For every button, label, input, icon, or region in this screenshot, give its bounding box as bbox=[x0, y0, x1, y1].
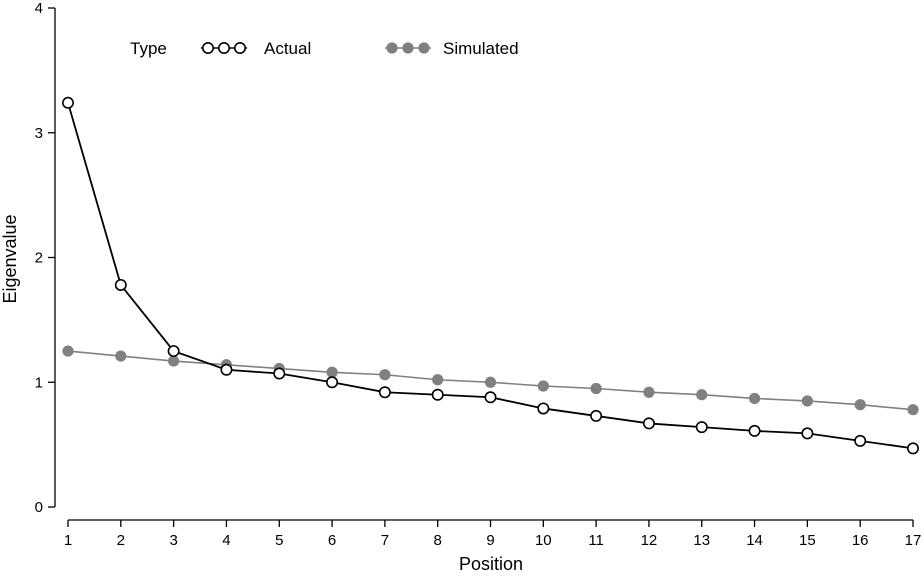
series-simulated bbox=[62, 345, 919, 416]
y-axis-title: Eigenvalue bbox=[0, 214, 20, 303]
y-tick-label: 0 bbox=[35, 499, 43, 516]
x-tick-label: 7 bbox=[381, 532, 389, 549]
x-tick-label: 13 bbox=[693, 532, 710, 549]
x-tick-label: 17 bbox=[905, 532, 922, 549]
data-point-actual bbox=[431, 388, 444, 401]
data-point-simulated bbox=[590, 382, 602, 395]
data-point-simulated bbox=[907, 404, 919, 416]
data-point-simulated bbox=[326, 366, 338, 378]
legend-entry-simulated: Simulated bbox=[385, 39, 519, 58]
x-tick-label: 6 bbox=[328, 532, 336, 549]
data-point-simulated bbox=[432, 374, 444, 386]
data-point-simulated bbox=[537, 380, 549, 392]
x-axis-title: Position bbox=[459, 554, 523, 574]
data-point-simulated bbox=[62, 345, 74, 357]
data-point-actual bbox=[220, 363, 233, 376]
data-point-actual bbox=[695, 421, 708, 434]
series-layer bbox=[61, 96, 919, 455]
legend-marker bbox=[418, 42, 430, 54]
data-point-simulated bbox=[379, 369, 391, 381]
data-point-actual bbox=[484, 391, 497, 404]
legend-marker bbox=[234, 41, 247, 54]
data-point-simulated bbox=[643, 386, 655, 398]
data-point-actual bbox=[801, 427, 814, 440]
data-point-simulated bbox=[696, 389, 708, 401]
data-point-actual bbox=[642, 417, 655, 430]
legend-label: Simulated bbox=[443, 39, 519, 58]
legend-title: Type bbox=[130, 39, 167, 58]
y-tick-label: 2 bbox=[35, 250, 43, 267]
y-tick-label: 1 bbox=[35, 374, 43, 391]
legend-marker bbox=[202, 41, 215, 54]
x-tick-label: 14 bbox=[746, 532, 763, 549]
x-tick-label: 8 bbox=[434, 532, 442, 549]
data-point-actual bbox=[748, 424, 761, 437]
x-tick-label: 9 bbox=[486, 532, 494, 549]
x-tick-label: 10 bbox=[535, 532, 552, 549]
data-point-simulated bbox=[484, 376, 497, 388]
x-tick-label: 4 bbox=[222, 532, 230, 549]
data-point-actual bbox=[537, 402, 550, 415]
legend-entry-actual: Actual bbox=[201, 39, 311, 58]
x-tick-label: 11 bbox=[588, 532, 604, 549]
x-tick-label: 1 bbox=[64, 532, 72, 549]
data-point-actual bbox=[114, 278, 127, 291]
x-tick-label: 12 bbox=[641, 532, 658, 549]
legend: Type Actual Simulated bbox=[130, 39, 519, 58]
data-point-simulated bbox=[801, 395, 813, 407]
data-point-simulated bbox=[168, 355, 180, 367]
legend-marker bbox=[386, 42, 398, 54]
data-point-actual bbox=[167, 345, 180, 358]
x-tick-label: 5 bbox=[275, 532, 283, 549]
data-point-actual bbox=[61, 96, 74, 109]
x-tick-label: 2 bbox=[117, 532, 125, 549]
data-point-actual bbox=[906, 442, 919, 455]
x-tick-label: 16 bbox=[852, 532, 869, 549]
x-tick-label: 3 bbox=[169, 532, 177, 549]
data-point-actual bbox=[854, 434, 867, 447]
data-point-simulated bbox=[854, 399, 866, 411]
x-tick-label: 15 bbox=[799, 532, 816, 549]
legend-marker bbox=[218, 41, 231, 54]
data-point-actual bbox=[590, 409, 603, 422]
data-point-actual bbox=[378, 386, 391, 399]
y-tick-label: 3 bbox=[35, 125, 43, 142]
series-actual bbox=[61, 96, 919, 455]
data-point-actual bbox=[273, 367, 286, 380]
data-point-simulated bbox=[748, 392, 761, 405]
legend-label: Actual bbox=[264, 39, 311, 58]
legend-marker bbox=[402, 42, 414, 54]
data-point-actual bbox=[326, 376, 339, 389]
y-tick-label: 4 bbox=[35, 0, 43, 17]
data-point-simulated bbox=[115, 350, 127, 362]
